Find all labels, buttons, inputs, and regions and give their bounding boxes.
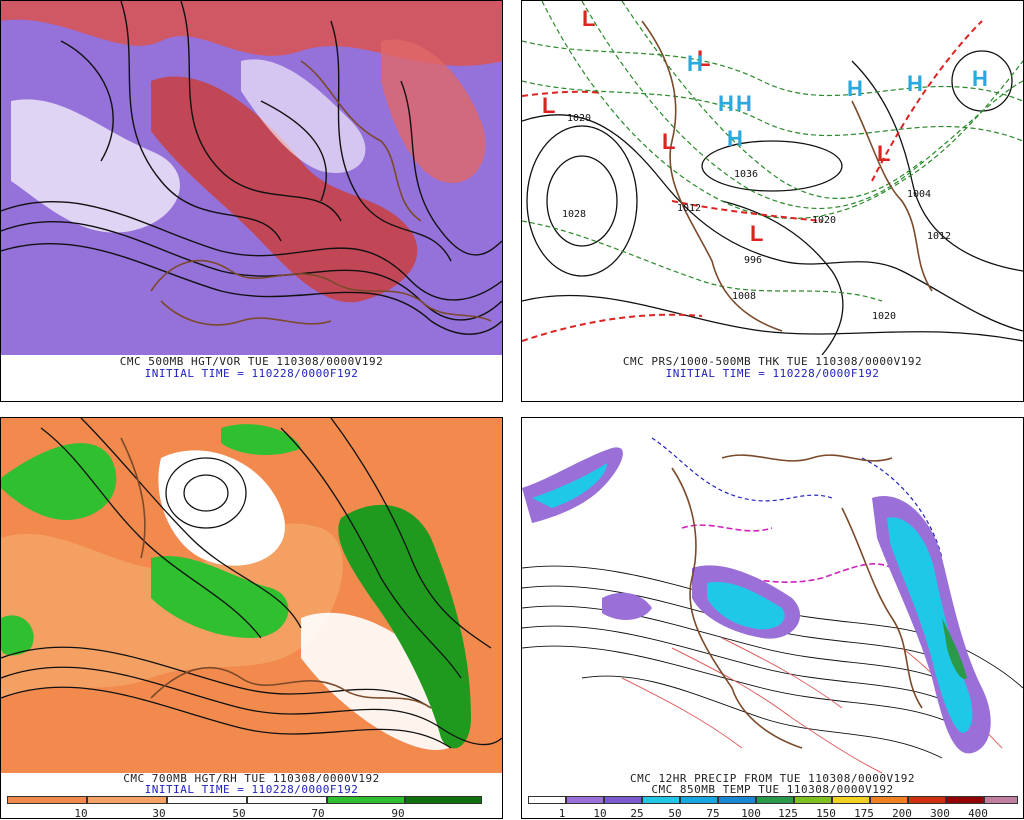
scale-label: 150: [816, 807, 836, 820]
scale-swatch: [642, 796, 680, 804]
scale-swatch: [327, 796, 405, 804]
scale-label: 50: [668, 807, 682, 820]
scale-label: 25: [630, 807, 644, 820]
scale-swatch: [794, 796, 832, 804]
map-precipitation: [522, 418, 1023, 773]
isobar-label: 1008: [732, 291, 756, 302]
caption-init-time: INITIAL TIME = 110228/0000F192: [144, 783, 359, 796]
scale-swatch: [87, 796, 167, 804]
low-pressure-label: L: [542, 93, 555, 118]
caption-init-time: INITIAL TIME = 110228/0000F192: [144, 367, 359, 380]
scale-label: 400: [968, 807, 988, 820]
isobar-label: 1036: [734, 169, 758, 180]
scale-swatch: [718, 796, 756, 804]
high-pressure-label: H: [687, 51, 703, 76]
caption-title: CMC 12HR PRECIP FROM TUE 110308/0000V192: [630, 772, 915, 785]
rh-scale-labels: 10 30 50 70 90: [1, 807, 502, 820]
scale-swatch: [566, 796, 604, 804]
isobar-label: 1004: [907, 189, 931, 200]
scale-swatch: [680, 796, 718, 804]
rh-color-scale: [7, 796, 482, 804]
scale-label: 175: [854, 807, 874, 820]
low-pressure-label: L: [697, 46, 710, 71]
scale-label: 125: [778, 807, 798, 820]
map-500mb-vorticity: [1, 1, 502, 355]
caption-title: CMC 700MB HGT/RH TUE 110308/0000V192: [123, 772, 380, 785]
scale-label: 100: [741, 807, 761, 820]
scale-swatch: [908, 796, 946, 804]
scale-swatch: [405, 796, 482, 804]
scale-swatch: [167, 796, 247, 804]
high-pressure-label: H: [727, 126, 743, 151]
scale-swatch: [247, 796, 327, 804]
scale-label: 90: [391, 807, 405, 820]
scale-label: 200: [892, 807, 912, 820]
scale-label: 10: [74, 807, 88, 820]
panel-prs-thickness: L L L L L L H H H H H H H 1020 1028 1036…: [521, 0, 1024, 402]
isobar-label: 996: [744, 255, 762, 266]
panel-700mb-hgt-rh: CMC 700MB HGT/RH TUE 110308/0000V192 INI…: [0, 417, 503, 820]
low-pressure-label: L: [877, 141, 890, 166]
caption-subtitle: CMC 850MB TEMP TUE 110308/0000V192: [651, 783, 894, 796]
scale-swatch: [870, 796, 908, 804]
isobar-label: 1028: [562, 209, 586, 220]
scale-label: 300: [930, 807, 950, 820]
precip-scale-labels: 1 10 25 50 75 100 125 150 175 200 300 40…: [522, 807, 1023, 820]
high-pressure-label: H: [736, 91, 752, 116]
scale-label: 70: [311, 807, 325, 820]
scale-swatch: [946, 796, 984, 804]
scale-swatch: [832, 796, 870, 804]
scale-label: 30: [152, 807, 166, 820]
caption-title: CMC 500MB HGT/VOR TUE 110308/0000V192: [119, 355, 384, 368]
isobar-label: 1020: [812, 215, 836, 226]
isobar-label: 1012: [677, 203, 701, 214]
isobar-label: 1020: [567, 113, 591, 124]
low-pressure-label: L: [750, 221, 763, 246]
low-pressure-label: L: [582, 6, 595, 31]
isobar-label: 1020: [872, 311, 896, 322]
scale-swatch: [604, 796, 642, 804]
panel-500mb-hgt-vor: CMC 500MB HGT/VOR TUE 110308/0000V192 IN…: [0, 0, 503, 402]
caption-init-time: INITIAL TIME = 110228/0000F192: [665, 367, 880, 380]
map-sea-level-pressure: L L L L L L H H H H H H H 1020 1028 1036…: [522, 1, 1023, 355]
caption-title: CMC PRS/1000-500MB THK TUE 110308/0000V1…: [622, 355, 923, 368]
scale-swatch: [528, 796, 566, 804]
map-700mb-relative-humidity: [1, 418, 502, 773]
high-pressure-label: H: [972, 66, 988, 91]
panel-precip-850mb-temp: CMC 12HR PRECIP FROM TUE 110308/0000V192…: [521, 417, 1024, 820]
high-pressure-label: H: [847, 76, 863, 101]
scale-label: 1: [558, 807, 566, 820]
scale-swatch: [7, 796, 87, 804]
high-pressure-label: H: [718, 91, 734, 116]
scale-swatch: [756, 796, 794, 804]
scale-swatch: [984, 796, 1018, 804]
isobar-label: 1012: [927, 231, 951, 242]
scale-label: 75: [706, 807, 720, 820]
high-pressure-label: H: [907, 71, 923, 96]
low-pressure-label: L: [662, 129, 675, 154]
scale-label: 10: [593, 807, 607, 820]
scale-label: 50: [232, 807, 246, 820]
precip-color-scale: [528, 796, 1018, 804]
